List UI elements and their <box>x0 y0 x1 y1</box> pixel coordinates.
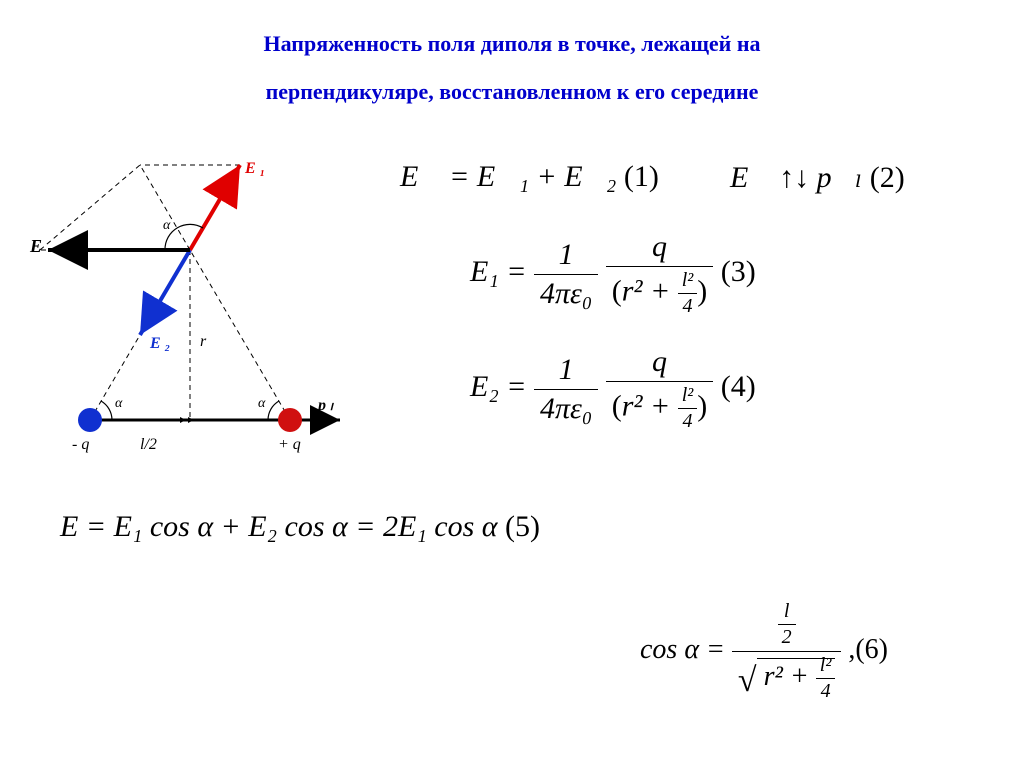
neg-charge-icon <box>78 408 102 432</box>
eq1-tag: (1) <box>624 160 659 193</box>
eq4-tag: (4) <box>721 370 756 403</box>
equation-6: cos α = l 2 √ r² + l² 4 ,(6) <box>640 600 888 703</box>
eq3-l2: l² <box>678 269 698 294</box>
label-negq: - q <box>72 436 89 454</box>
eq4-4: 4 <box>678 409 698 433</box>
eq2-tag: (2) <box>870 161 905 194</box>
eq6-r2: r² <box>764 661 783 692</box>
label-e2: E ₂ <box>150 335 170 353</box>
label-alpha-left: α <box>115 396 122 412</box>
eq6-tag: ,(6) <box>848 634 888 665</box>
eq4-r2: r² <box>622 389 643 422</box>
eq4-l2: l² <box>678 384 698 409</box>
eq6-4: 4 <box>816 679 836 703</box>
eq5-body: E = E₁ cos α + E₂ cos α = 2E₁ cos α <box>60 510 498 543</box>
eq6-pre: cos α = <box>640 634 725 665</box>
eq1-body: E⃗ = E⃗₁ + E⃗₂ <box>400 160 616 193</box>
label-alpha-top: α <box>163 218 170 234</box>
eq6-2: 2 <box>778 625 796 649</box>
label-e: E <box>30 236 42 257</box>
pos-charge-icon <box>278 408 302 432</box>
label-l2: l/2 <box>140 436 157 454</box>
label-r: r <box>200 333 206 351</box>
eq3-coefnum: 1 <box>534 238 598 275</box>
equation-1: E⃗ = E⃗₁ + E⃗₂ (1) <box>400 160 659 194</box>
equation-2: E⃗ ↑↓ p⃗ₗ (2) <box>730 160 905 195</box>
vector-e1 <box>190 165 240 250</box>
label-alpha-right: α <box>258 396 265 412</box>
eq4-coefden: 4πε₀ <box>534 390 598 426</box>
label-pl: p ₗ <box>318 395 333 415</box>
eq3-pre: E₁ = <box>470 255 527 288</box>
label-e1: E ₁ <box>245 160 265 178</box>
eq4-coefnum: 1 <box>534 353 598 390</box>
eq3-4: 4 <box>678 294 698 318</box>
eq3-r2: r² <box>622 274 643 307</box>
eq4-q: q <box>606 345 713 382</box>
equation-4: E₂ = 1 4πε₀ q (r² + l² 4 ) (4) <box>470 345 756 433</box>
eq4-pre: E₂ = <box>470 370 527 403</box>
eq6-l2: l² <box>816 654 836 679</box>
equation-3: E₁ = 1 4πε₀ q (r² + l² 4 ) (3) <box>470 230 756 318</box>
label-posq: + q <box>278 436 301 454</box>
equation-5: E = E₁ cos α + E₂ cos α = 2E₁ cos α (5) <box>60 510 540 544</box>
eq3-tag: (3) <box>721 255 756 288</box>
eq6-l: l <box>778 600 796 625</box>
eq5-tag: (5) <box>505 510 540 543</box>
eq2-body: E⃗ ↑↓ p⃗ₗ <box>730 161 862 194</box>
vector-e2 <box>140 250 190 335</box>
eq3-coefden: 4πε₀ <box>534 275 598 311</box>
eq3-q: q <box>606 230 713 267</box>
